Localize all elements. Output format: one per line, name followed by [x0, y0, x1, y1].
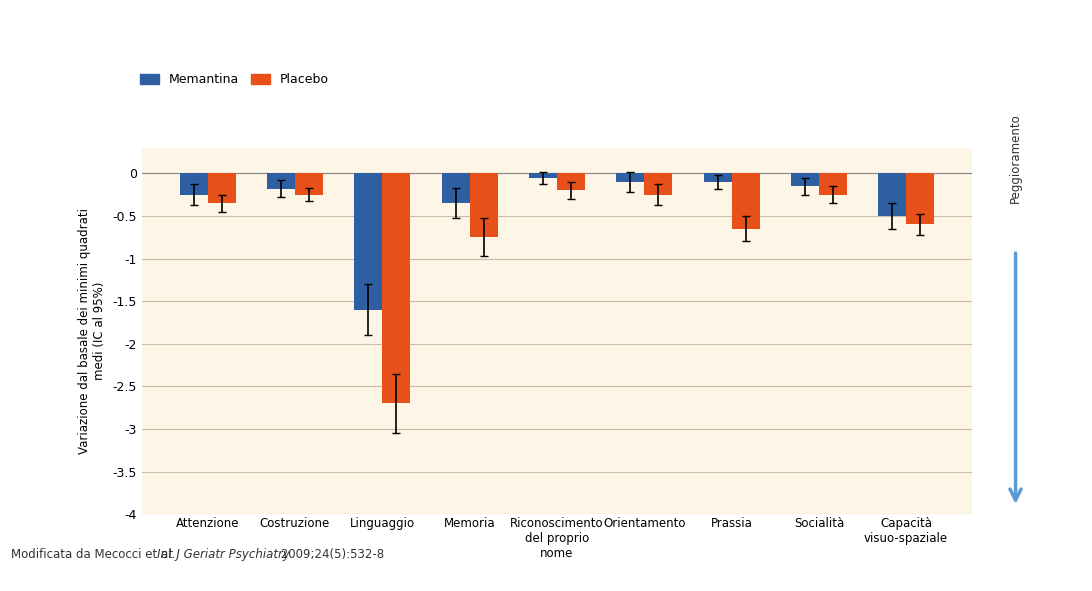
Bar [703, 173, 732, 182]
Text: con AD moderatamente grave-grave: sottoscale SIB: con AD moderatamente grave-grave: sottos… [11, 83, 745, 107]
Bar [878, 173, 906, 216]
Bar [268, 173, 295, 189]
Bar [441, 173, 470, 203]
Bar [382, 173, 411, 404]
Legend: Memantina, Placebo: Memantina, Placebo [140, 73, 329, 86]
Bar [180, 173, 207, 194]
Bar [470, 173, 498, 237]
Bar [732, 173, 760, 229]
Bar [819, 173, 846, 194]
Bar [295, 173, 323, 194]
Text: 2009;24(5):532-8: 2009;24(5):532-8 [277, 548, 384, 561]
Bar [557, 173, 585, 190]
Bar [644, 173, 673, 194]
Bar [354, 173, 382, 310]
Text: Memantina: risultati di un'analisi post hoc su pazienti: Memantina: risultati di un'analisi post … [11, 37, 773, 61]
Bar [906, 173, 934, 225]
Text: Int J Geriatr Psychiatry: Int J Geriatr Psychiatry [156, 548, 289, 561]
Bar [791, 173, 819, 186]
Bar [529, 173, 557, 177]
Y-axis label: Variazione dal basale dei minimi quadrati
medi (IC al 95%): Variazione dal basale dei minimi quadrat… [78, 208, 106, 454]
Text: Modificata da Mecocci et al.: Modificata da Mecocci et al. [11, 548, 179, 561]
Bar [207, 173, 236, 203]
Text: Peggioramento: Peggioramento [1009, 113, 1022, 203]
Bar [616, 173, 644, 182]
